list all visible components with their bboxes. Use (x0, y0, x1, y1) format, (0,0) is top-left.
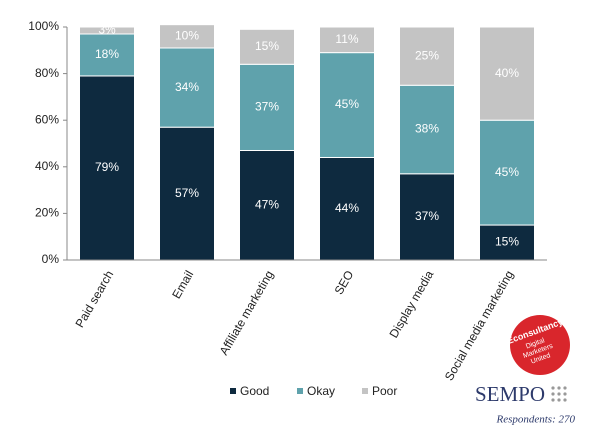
y-tick-label: 40% (35, 159, 59, 173)
value-label: 15% (495, 235, 519, 249)
bar-segment (159, 126, 215, 261)
x-tick-label: Affiliate marketing (217, 268, 277, 357)
bar-segment (479, 224, 535, 261)
value-label: 25% (415, 48, 439, 62)
value-label: 38% (415, 122, 439, 136)
x-tick-label: Social media marketing (442, 268, 516, 383)
bar-segment (159, 24, 215, 49)
bar-segment (239, 149, 295, 261)
bar-segment (79, 75, 135, 261)
y-tick-label: 20% (35, 206, 59, 220)
legend-swatch (297, 388, 303, 394)
bar-segment (479, 119, 535, 226)
legend-swatch (362, 388, 368, 394)
y-tick-label: 100% (28, 19, 59, 33)
value-label: 57% (175, 186, 199, 200)
bar-segment (399, 84, 455, 175)
x-tick-label: Display media (387, 268, 437, 341)
bar-segment (79, 26, 135, 35)
value-label: 47% (255, 197, 279, 211)
x-tick-label: Email (169, 268, 196, 301)
value-label: 45% (495, 165, 519, 179)
bar-segment (399, 173, 455, 261)
legend-label: Okay (307, 384, 335, 398)
bar-segment (319, 156, 375, 261)
value-label: 15% (255, 39, 279, 53)
bar-segment (319, 52, 375, 158)
value-label: 79% (95, 160, 119, 174)
legend-label: Good (240, 384, 269, 398)
legend-label: Poor (372, 384, 397, 398)
value-label: 18% (95, 47, 119, 61)
econsultancy-logo (510, 315, 570, 375)
x-tick-label: Paid search (73, 268, 117, 330)
legend-swatch (230, 388, 236, 394)
y-tick-label: 0% (42, 252, 60, 266)
value-label: 10% (175, 28, 199, 42)
value-label: 3% (98, 23, 116, 37)
sempo-dots (551, 386, 567, 402)
bar-segment (159, 47, 215, 128)
value-label: 45% (335, 97, 359, 111)
value-label: 11% (335, 32, 358, 46)
y-tick-label: 60% (35, 112, 59, 126)
bar-segment (399, 26, 455, 86)
bar-segment (319, 26, 375, 54)
x-tick-label: SEO (332, 268, 357, 297)
bar-segment (239, 28, 295, 65)
respondents: Respondents: 270 (495, 414, 575, 426)
value-label: 34% (175, 80, 199, 94)
value-label: 37% (415, 209, 439, 223)
value-label: 40% (495, 66, 519, 80)
value-label: 44% (335, 201, 359, 215)
y-tick-label: 80% (35, 66, 59, 80)
value-label: 37% (255, 100, 279, 114)
bar-segment (479, 26, 535, 121)
sempo-logo: SEMPO (475, 382, 545, 406)
